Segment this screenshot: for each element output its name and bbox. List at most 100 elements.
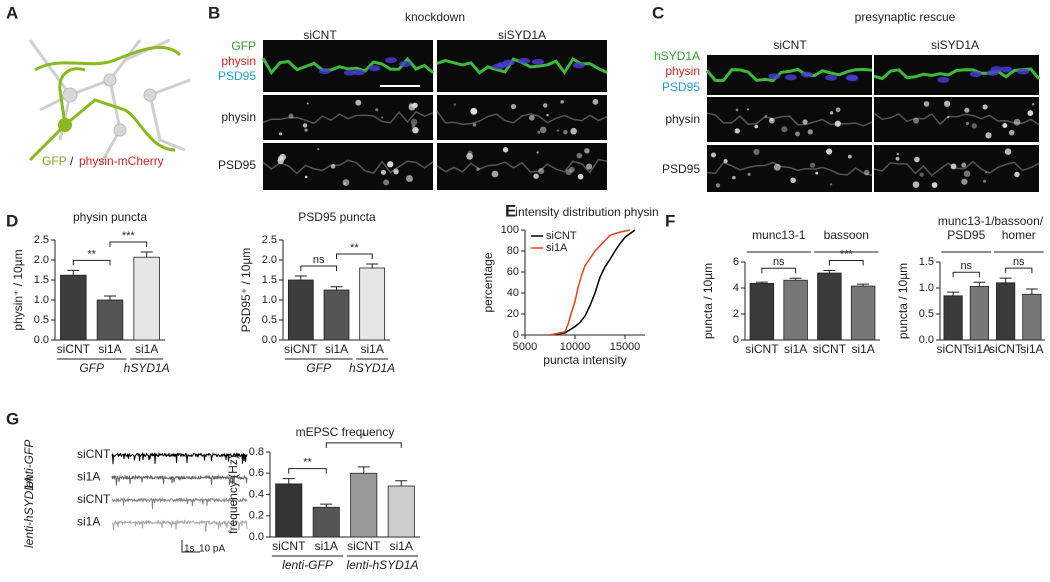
micrograph <box>437 143 607 190</box>
punctum <box>1008 129 1015 136</box>
y-tick-label: 0.4 <box>249 488 264 500</box>
line <box>549 229 636 336</box>
punctum <box>466 153 474 160</box>
trace <box>111 451 248 465</box>
column-header: siCNT <box>773 38 807 52</box>
punctum <box>304 128 308 132</box>
trace <box>111 496 248 510</box>
neurite <box>706 161 873 177</box>
x-tick-label: siCNT <box>57 342 91 356</box>
y-tick-label: 1.5 <box>34 274 49 286</box>
punctum <box>961 178 968 185</box>
x-tick-label: si1A <box>325 342 348 356</box>
punctum <box>572 62 585 69</box>
punctum <box>969 71 982 78</box>
punctum <box>764 114 768 118</box>
punctum <box>467 150 473 156</box>
punctum <box>570 127 577 135</box>
punctum <box>383 179 390 186</box>
punctum <box>795 131 800 137</box>
trace-label: si1A <box>77 515 100 529</box>
panel-letter: G <box>6 409 19 428</box>
punctum <box>531 58 544 65</box>
y-axis-label: PSD95⁺ / 10µm <box>239 248 253 333</box>
sig-label: ns <box>1013 256 1025 268</box>
punctum <box>947 116 950 119</box>
trace <box>111 519 248 533</box>
punctum <box>829 111 834 115</box>
x-tick-label: siCNT <box>936 342 970 356</box>
punctum <box>747 172 751 176</box>
group-label: hSYD1A <box>349 361 395 375</box>
micrograph <box>874 55 1039 95</box>
y-tick-label: 1.0 <box>919 282 934 294</box>
trace-label: si1A <box>77 470 100 484</box>
punctum <box>835 107 841 113</box>
error-bar <box>330 286 343 290</box>
bar <box>387 485 415 538</box>
punctum <box>825 74 838 81</box>
x-tick-label: si1A <box>784 342 807 356</box>
punctum <box>592 98 599 105</box>
punctum <box>971 123 977 129</box>
sig-bracket <box>828 259 864 266</box>
x-tick-label: 5000 <box>513 341 537 353</box>
panel-letter: E <box>505 201 516 220</box>
y-axis-label: puncta / 10µm <box>701 263 715 339</box>
x-tick-label: siCNT <box>272 539 306 553</box>
trace-group: lenti-hSYD1A <box>22 476 36 548</box>
chart-title: intensity distribution physin <box>515 205 658 219</box>
y-tick-label: 0.6 <box>249 467 264 479</box>
y-tick-label: 2.0 <box>262 254 277 266</box>
punctum <box>278 132 283 136</box>
neurite <box>873 160 1040 177</box>
trace <box>111 474 248 486</box>
x-tick-label: si1A <box>390 539 413 553</box>
punctum <box>847 154 852 159</box>
punctum <box>470 107 478 115</box>
x-tick-label: siCNT <box>745 342 779 356</box>
punctum <box>556 129 559 132</box>
punctum <box>754 124 759 129</box>
x-axis-label: puncta intensity <box>543 353 626 367</box>
group-label: PSD95 <box>947 228 985 242</box>
punctum <box>845 74 858 81</box>
x-tick-label: siCNT <box>813 342 847 356</box>
y-tick-label: 2.5 <box>262 234 277 246</box>
y-tick-label: 1.0 <box>262 294 277 306</box>
x-tick-label: si1A <box>851 342 874 356</box>
punctum <box>961 162 967 168</box>
group-label: bassoon/ <box>994 214 1043 228</box>
punctum <box>943 100 951 107</box>
neurite <box>436 110 608 125</box>
x-tick-label: 15000 <box>610 341 641 353</box>
punctum <box>1002 123 1008 128</box>
y-tick-label: 0.5 <box>919 308 934 320</box>
punctum <box>802 119 808 125</box>
punctum <box>1004 148 1012 156</box>
trace-label: siCNT <box>77 447 111 461</box>
y-tick-label: 2.5 <box>34 234 49 246</box>
neurite <box>873 112 1040 126</box>
y-tick-label: 0.0 <box>34 334 49 346</box>
punctum <box>931 182 938 188</box>
punctum <box>809 162 816 168</box>
bar <box>133 256 160 341</box>
punctum <box>912 181 920 188</box>
punctum <box>734 128 740 134</box>
group-label: munc13-1/ <box>938 214 995 228</box>
panel-letter: A <box>6 3 18 22</box>
punctum <box>990 66 1003 73</box>
punctum <box>723 159 728 164</box>
punctum <box>387 161 394 168</box>
punctum <box>546 113 549 117</box>
punctum <box>753 148 760 156</box>
row-label: physin <box>665 112 700 126</box>
line <box>549 229 631 336</box>
legend-label: si1A <box>546 242 568 254</box>
group-label: hSYD1A <box>124 361 170 375</box>
group-label: bassoon <box>824 228 869 242</box>
punctum <box>510 103 517 110</box>
x-tick-label: si1A <box>360 342 383 356</box>
